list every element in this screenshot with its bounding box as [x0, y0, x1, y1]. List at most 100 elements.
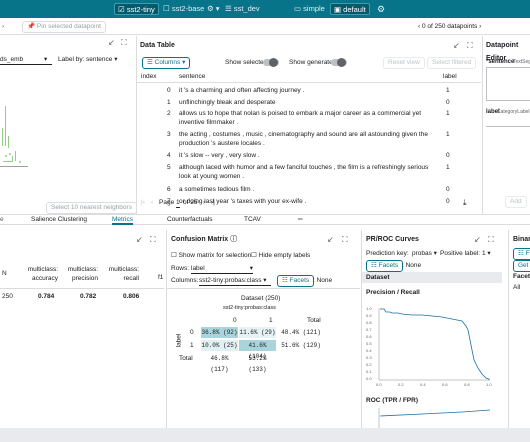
row-index: 0	[167, 87, 171, 94]
row-sentence: it 's a charming and often affecting jou…	[179, 87, 305, 94]
projection-select[interactable]: ds_emb ▾	[0, 53, 52, 65]
table-row[interactable]: 5 although laced with humor and a few fa…	[137, 162, 475, 183]
page-input[interactable]: 1	[176, 199, 180, 208]
minimize-icon[interactable]: ↙	[136, 235, 143, 244]
settings-gear-icon[interactable]: ⚙ ▾	[207, 4, 220, 13]
matrix-cell[interactable]: 11.6% (29)	[239, 327, 276, 338]
facets-button[interactable]: ☷ Facets	[366, 260, 404, 272]
page-label: Page	[159, 199, 175, 206]
divider	[136, 36, 137, 214]
datapoint-count: ‹ 0 of 250 datapoints ›	[418, 23, 482, 30]
row-index: 7	[167, 198, 171, 205]
tab-partial[interactable]: e	[0, 216, 4, 223]
table-row[interactable]: 2 allows us to hope that nolan is poised…	[137, 108, 475, 128]
layout-label: simple	[303, 4, 325, 13]
tab-tcav[interactable]: TCAV	[244, 216, 261, 223]
next-page-icon[interactable]: ›	[203, 199, 206, 206]
expand-icon[interactable]: ⛶	[488, 235, 494, 244]
binary-get-button[interactable]: Get	[513, 260, 530, 272]
table-row[interactable]: 4 it 's slow -- very , very slow . 0	[137, 150, 475, 162]
prev-page-icon[interactable]: ‹	[151, 199, 154, 206]
minimize-icon[interactable]: ↙	[453, 41, 460, 50]
show-generated-toggle[interactable]	[331, 58, 347, 67]
reset-view-button[interactable]: Reset view	[383, 57, 425, 69]
row-label: 1	[446, 164, 450, 171]
binary-facets-value: All	[513, 284, 521, 291]
matrix-cell[interactable]: 41.6% (104)	[239, 340, 276, 360]
expand-icon[interactable]: ⛶	[121, 38, 127, 47]
y-tick-label: 0.4	[366, 348, 372, 353]
column-header-sentence[interactable]: sentence	[179, 73, 206, 80]
table-row[interactable]: 7 or doing last year 's taxes with your …	[137, 196, 475, 208]
table-row[interactable]: 1 unflinchingly bleak and desperate 0	[137, 97, 475, 108]
sentence-textarea[interactable]	[486, 67, 530, 101]
model-chip-sst2-tiny[interactable]: ☑ sst2-tiny	[114, 3, 159, 15]
matrix-column-title: sst2-tiny:probas:class	[223, 305, 276, 311]
binary-facets-button[interactable]: ☷ F	[513, 248, 530, 260]
metrics-header-f1: f1	[158, 274, 164, 281]
layout-simple[interactable]: ▭ simple	[294, 4, 325, 13]
label-by-value: sentence	[86, 56, 113, 63]
prediction-key-value: probas	[412, 250, 432, 257]
hide-empty-checkbox[interactable]: ☐ Hide empty labels	[251, 252, 311, 259]
expand-icon[interactable]: ⛶	[342, 235, 348, 244]
tab-salience-clustering[interactable]: Salience Clustering	[31, 216, 88, 223]
layout-default[interactable]: ▣ default	[330, 3, 370, 15]
projection-value: ds_emb	[0, 56, 24, 63]
embedding-scatter[interactable]	[0, 66, 134, 196]
y-tick-label: 0.2	[366, 362, 372, 367]
confusion-matrix-title: Confusion Matrix	[171, 236, 229, 243]
help-icon[interactable]: ⓘ	[230, 236, 238, 243]
positive-label-select[interactable]: 1 ▾	[482, 250, 491, 257]
last-page-icon[interactable]: ›|	[211, 199, 215, 206]
columns-button[interactable]: ☰ Columns ▾	[142, 57, 191, 69]
add-button[interactable]: Add	[505, 196, 527, 208]
facets-button[interactable]: ☷ Facets	[277, 275, 315, 287]
row-sentence: it 's slow -- very , very slow .	[179, 152, 260, 159]
column-header-index[interactable]: index	[141, 73, 157, 80]
rows-select[interactable]: label ▾	[191, 265, 253, 274]
prediction-key-label: Prediction key:	[366, 250, 409, 257]
columns-select[interactable]: sst2-tiny:probas:class ▾	[199, 276, 271, 286]
drag-handle-icon[interactable]: ═	[298, 216, 303, 223]
first-page-icon[interactable]: |‹	[141, 199, 145, 206]
y-tick-label: 0.8	[366, 320, 372, 325]
rows-label: Rows:	[171, 265, 190, 272]
binary-title: Binary	[513, 236, 530, 243]
prediction-key-select[interactable]: probas ▾	[412, 250, 437, 257]
pin-datapoint-button[interactable]: 📌 Pin selected datapoint	[22, 21, 106, 33]
label-input[interactable]	[486, 117, 530, 127]
row-label: 0	[446, 152, 450, 159]
roc-chart-title: ROC (TPR / FPR)	[366, 397, 418, 404]
pr-roc-panel: PR/ROC Curves ↙ ⛶ Prediction key: probas…	[362, 230, 502, 428]
gear-icon[interactable]: ⚙	[377, 4, 386, 14]
model-chip-sst2-base[interactable]: ☐ sst2-base	[163, 4, 205, 13]
table-row[interactable]: 3 the acting , costumes , music , cinema…	[137, 129, 475, 149]
minimize-icon[interactable]: ↙	[474, 235, 481, 244]
matrix-total-cell: 48.4% (121)	[281, 329, 321, 336]
matrix-cell[interactable]: 10.0% (25)	[201, 340, 238, 351]
select-neighbors-button[interactable]: Select 10 nearest neighbors	[46, 202, 137, 214]
minimize-icon[interactable]: ↙	[108, 38, 115, 47]
matrix-cell[interactable]: 36.8% (92)	[201, 327, 238, 338]
download-icon[interactable]: ⤓	[463, 198, 467, 207]
expand-icon[interactable]: ⛶	[467, 41, 473, 50]
pr-chart-title: Precision / Recall	[366, 289, 420, 296]
column-header-label[interactable]: label	[443, 73, 457, 80]
table-row[interactable]: 6 a sometimes tedious film . 0	[137, 184, 475, 196]
show-selection-checkbox[interactable]: ☐ Show matrix for selection	[171, 252, 252, 259]
table-row[interactable]: 0 it 's a charming and often affecting j…	[137, 85, 475, 97]
fwd-arrow-icon[interactable]: ›	[2, 23, 5, 30]
dataset-label: sst_dev	[233, 4, 260, 13]
divider	[361, 230, 362, 428]
label-by-select[interactable]: sentence ▾	[86, 56, 118, 63]
dataset-selector[interactable]: ☰ sst_dev	[225, 4, 260, 13]
expand-icon[interactable]: ⛶	[150, 235, 156, 244]
tab-metrics[interactable]: Metrics	[112, 216, 133, 225]
select-filtered-button[interactable]: Select filtered	[427, 57, 477, 69]
minimize-icon[interactable]: ↙	[327, 235, 334, 244]
tab-counterfactuals[interactable]: Counterfactuals	[167, 216, 213, 223]
hide-empty-label: Hide empty labels	[258, 252, 311, 259]
row-sentence: although laced with humor and a few fanc…	[179, 164, 429, 180]
show-selected-toggle[interactable]	[263, 58, 279, 67]
